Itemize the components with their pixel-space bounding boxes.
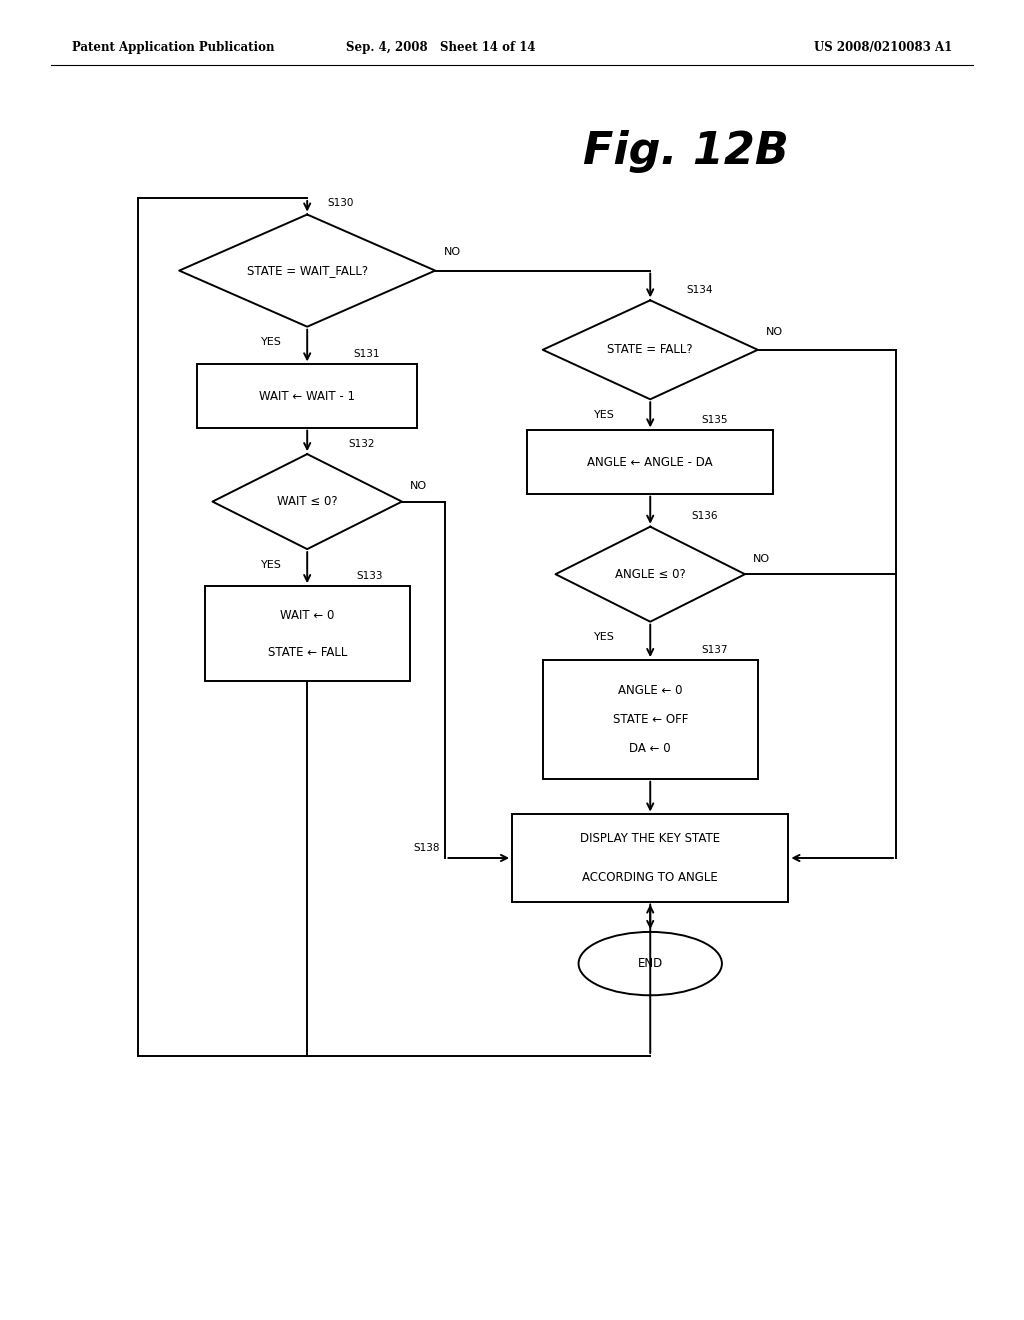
Text: S134: S134 [686,285,713,296]
Bar [205,586,410,681]
Text: STATE = WAIT_FALL?: STATE = WAIT_FALL? [247,264,368,277]
Text: DISPLAY THE KEY STATE: DISPLAY THE KEY STATE [581,832,720,845]
Text: STATE ← FALL: STATE ← FALL [267,645,347,659]
Text: S136: S136 [691,511,718,521]
Bar [543,660,758,779]
Text: NO: NO [766,326,783,337]
Text: S135: S135 [701,414,728,425]
Text: YES: YES [594,632,614,643]
Text: NO: NO [754,553,770,564]
Text: WAIT ← WAIT - 1: WAIT ← WAIT - 1 [259,389,355,403]
Text: ANGLE ← 0: ANGLE ← 0 [618,684,682,697]
Text: YES: YES [261,337,282,347]
Text: ACCORDING TO ANGLE: ACCORDING TO ANGLE [583,871,718,884]
Text: Patent Application Publication: Patent Application Publication [72,41,274,54]
Bar [527,430,773,494]
Text: S138: S138 [414,842,440,853]
Text: S131: S131 [353,348,380,359]
Text: END: END [638,957,663,970]
Text: STATE ← OFF: STATE ← OFF [612,713,688,726]
Text: NO: NO [410,480,427,491]
Text: US 2008/0210083 A1: US 2008/0210083 A1 [814,41,952,54]
Text: Fig. 12B: Fig. 12B [584,131,788,173]
Bar [512,814,788,902]
Text: YES: YES [261,560,282,570]
Text: S132: S132 [348,438,375,449]
Text: WAIT ← 0: WAIT ← 0 [280,609,335,622]
Text: STATE = FALL?: STATE = FALL? [607,343,693,356]
Text: WAIT ≤ 0?: WAIT ≤ 0? [276,495,338,508]
Text: S137: S137 [701,644,728,655]
Text: YES: YES [594,409,614,420]
Text: S133: S133 [356,570,383,581]
Text: ANGLE ≤ 0?: ANGLE ≤ 0? [614,568,686,581]
Text: Sep. 4, 2008   Sheet 14 of 14: Sep. 4, 2008 Sheet 14 of 14 [345,41,536,54]
Text: NO: NO [443,247,461,257]
Bar [197,364,418,428]
Text: S130: S130 [328,198,354,207]
Text: ANGLE ← ANGLE - DA: ANGLE ← ANGLE - DA [588,455,713,469]
Text: DA ← 0: DA ← 0 [630,742,671,755]
